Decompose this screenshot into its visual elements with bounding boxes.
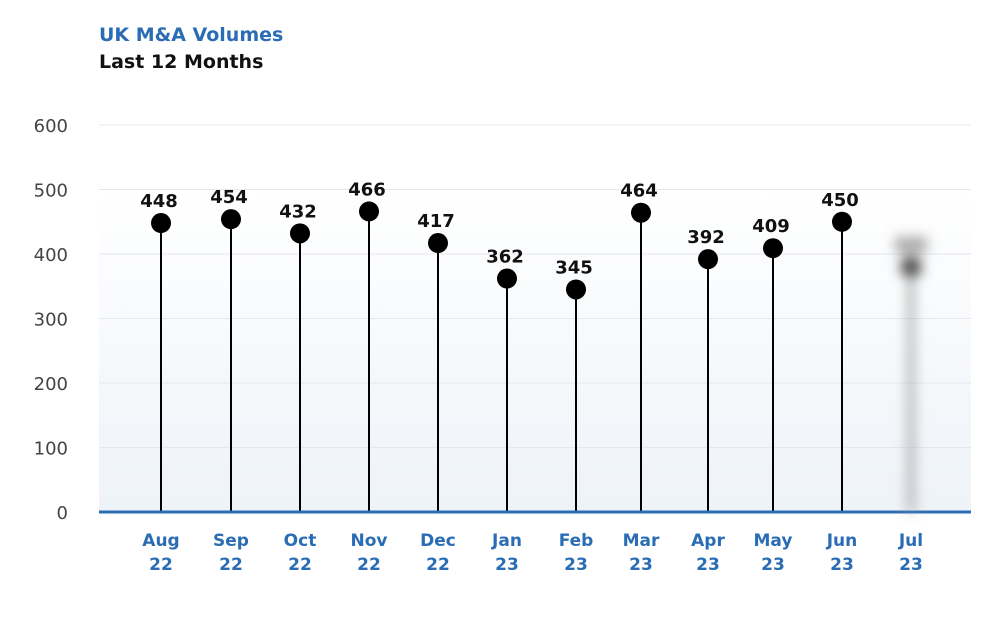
y-tick-label: 500: [34, 181, 68, 202]
x-tick-label: Dec: [420, 531, 456, 551]
x-tick-label: 23: [830, 555, 854, 575]
y-tick-label: 200: [34, 374, 68, 395]
data-point: [221, 209, 241, 230]
data-label: 464: [620, 181, 658, 202]
y-tick-label: 0: [57, 503, 68, 524]
data-point: [566, 279, 586, 300]
data-point: [832, 211, 852, 232]
x-tick-label: Jan: [491, 531, 522, 551]
x-tick-label: 23: [761, 555, 785, 575]
x-tick-label: Jun: [826, 531, 858, 551]
x-tick-label: 22: [426, 555, 450, 575]
data-label: 448: [140, 191, 178, 212]
x-tick-label: Apr: [691, 531, 725, 551]
data-point: [698, 249, 718, 270]
data-label: 345: [555, 257, 593, 278]
x-tick-label: May: [754, 531, 793, 551]
y-tick-label: 100: [34, 439, 68, 460]
data-point: [359, 201, 379, 222]
x-tick-label: Sep: [213, 531, 249, 551]
data-point: [763, 238, 783, 259]
data-label: 362: [486, 247, 524, 268]
data-label: 454: [210, 187, 248, 208]
data-label: 466: [348, 179, 386, 200]
x-tick-label: 22: [219, 555, 243, 575]
x-tick-label: 22: [288, 555, 312, 575]
chart-title: UK M&A Volumes: [99, 24, 284, 46]
data-label: 450: [821, 190, 859, 211]
x-tick-label: Feb: [559, 531, 594, 551]
y-tick-label: 300: [34, 310, 68, 331]
chart-subtitle: Last 12 Months: [99, 51, 264, 73]
x-tick-label: 23: [899, 555, 923, 575]
data-label: 392: [687, 227, 725, 248]
data-point: [497, 268, 517, 289]
x-tick-label: Nov: [351, 531, 388, 551]
data-label: 417: [417, 211, 455, 232]
x-tick-label: 23: [696, 555, 720, 575]
plot-background: [99, 189, 971, 512]
data-point: [428, 233, 448, 254]
data-label: 409: [752, 216, 790, 237]
x-tick-label: 23: [564, 555, 588, 575]
y-tick-label: 400: [34, 245, 68, 266]
x-tick-label: 23: [629, 555, 653, 575]
x-tick-label: Oct: [284, 531, 317, 551]
x-tick-label: 22: [357, 555, 381, 575]
x-tick-label: Mar: [623, 531, 660, 551]
x-tick-label: Jul: [898, 531, 923, 551]
y-tick-label: 600: [34, 116, 68, 137]
x-tick-label: Aug: [142, 531, 179, 551]
data-point: [290, 223, 310, 244]
data-label: 432: [279, 201, 317, 222]
data-point: [631, 202, 651, 223]
data-point: [151, 213, 171, 234]
blurred-point: [895, 236, 927, 512]
x-tick-label: 22: [149, 555, 173, 575]
x-tick-label: 23: [495, 555, 519, 575]
